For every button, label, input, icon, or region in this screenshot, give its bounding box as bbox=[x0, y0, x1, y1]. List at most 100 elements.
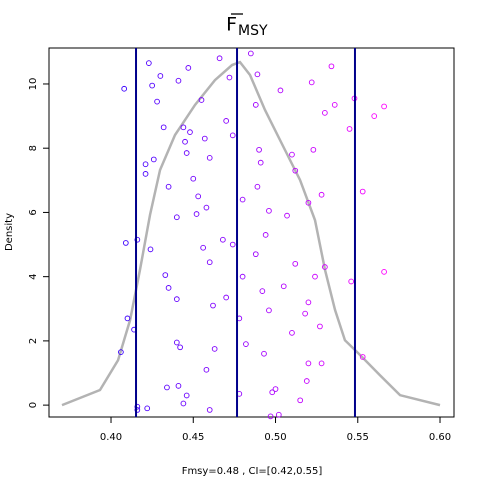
data-point bbox=[297, 397, 304, 404]
data-point bbox=[206, 154, 213, 161]
data-point bbox=[142, 161, 149, 168]
data-point bbox=[203, 366, 210, 373]
data-point bbox=[182, 138, 188, 145]
data-point bbox=[154, 98, 160, 105]
data-point bbox=[200, 244, 206, 251]
data-point bbox=[267, 413, 274, 420]
data-point bbox=[289, 151, 295, 158]
data-point bbox=[134, 407, 141, 413]
data-point bbox=[160, 124, 167, 131]
data-point bbox=[292, 167, 299, 174]
data-point bbox=[292, 260, 299, 267]
data-point bbox=[256, 146, 262, 153]
data-point bbox=[381, 103, 387, 110]
data-point bbox=[206, 259, 213, 266]
data-point bbox=[177, 344, 183, 351]
data-point bbox=[175, 77, 182, 84]
data-point bbox=[308, 79, 315, 86]
data-point bbox=[142, 171, 149, 177]
data-point bbox=[210, 302, 216, 309]
data-point bbox=[262, 232, 269, 238]
data-point bbox=[147, 246, 154, 253]
data-point bbox=[289, 330, 295, 336]
data-point bbox=[201, 135, 208, 142]
data-point bbox=[223, 118, 230, 124]
data-point bbox=[223, 294, 230, 301]
data-point bbox=[312, 273, 318, 280]
data-point bbox=[247, 50, 254, 57]
data-point bbox=[272, 386, 279, 392]
y-tick-label: 8 bbox=[28, 145, 39, 151]
plot-frame bbox=[48, 47, 455, 418]
data-point bbox=[266, 207, 272, 214]
x-tick-label: 0.60 bbox=[429, 432, 451, 443]
data-point bbox=[134, 403, 141, 410]
data-point bbox=[124, 315, 131, 322]
data-point bbox=[175, 382, 182, 389]
data-point bbox=[157, 73, 164, 79]
data-point bbox=[331, 101, 338, 108]
data-point bbox=[284, 212, 290, 219]
data-point bbox=[183, 392, 190, 399]
data-point bbox=[164, 384, 170, 391]
y-tick-label: 10 bbox=[28, 78, 39, 91]
data-point bbox=[150, 156, 157, 163]
data-point bbox=[277, 87, 284, 94]
data-point bbox=[134, 236, 141, 243]
data-point bbox=[185, 65, 192, 71]
data-point bbox=[180, 400, 187, 407]
data-point bbox=[149, 82, 155, 89]
data-point bbox=[193, 211, 200, 217]
data-point bbox=[303, 378, 310, 384]
data-point bbox=[195, 193, 202, 200]
data-point bbox=[173, 296, 180, 302]
data-point bbox=[229, 132, 236, 139]
y-tick-label: 2 bbox=[28, 338, 39, 344]
data-point bbox=[371, 113, 378, 119]
data-point bbox=[261, 350, 267, 357]
data-point bbox=[239, 196, 246, 203]
data-point bbox=[346, 126, 353, 132]
x-tick-label: 0.55 bbox=[347, 432, 369, 443]
chart-title: F bbox=[226, 14, 237, 36]
data-point bbox=[180, 124, 187, 131]
data-point bbox=[243, 341, 249, 347]
data-point bbox=[203, 204, 210, 211]
data-point bbox=[118, 349, 124, 355]
data-point bbox=[239, 273, 246, 280]
data-point bbox=[317, 323, 323, 330]
y-tick-label: 0 bbox=[28, 402, 39, 408]
data-point bbox=[269, 389, 276, 396]
data-point bbox=[198, 97, 205, 103]
data-point bbox=[359, 188, 366, 195]
data-point bbox=[252, 101, 259, 108]
data-point bbox=[229, 241, 236, 248]
data-point bbox=[275, 411, 282, 418]
data-point bbox=[322, 110, 328, 116]
data-point bbox=[305, 299, 312, 306]
data-point bbox=[266, 307, 272, 314]
x-tick-label: 0.40 bbox=[100, 432, 122, 443]
data-point bbox=[359, 354, 366, 360]
data-point bbox=[162, 272, 169, 278]
data-point bbox=[144, 405, 151, 412]
chart-title-subscript: MSY bbox=[238, 23, 268, 39]
x-axis-label: Fmsy=0.48 , CI=[0.42,0.55] bbox=[182, 466, 323, 477]
data-point bbox=[206, 407, 213, 413]
x-tick-label: 0.50 bbox=[264, 432, 286, 443]
data-point bbox=[310, 146, 317, 153]
y-tick-label: 4 bbox=[28, 273, 39, 279]
data-point bbox=[305, 199, 312, 206]
data-point bbox=[165, 285, 172, 291]
data-point bbox=[381, 268, 387, 275]
data-point bbox=[302, 310, 308, 317]
x-tick-label: 0.45 bbox=[182, 432, 204, 443]
density-curve bbox=[61, 60, 441, 407]
data-point bbox=[280, 283, 287, 290]
y-axis-label: Density bbox=[4, 213, 15, 251]
data-point bbox=[226, 74, 233, 81]
data-point bbox=[257, 159, 264, 166]
data-point bbox=[252, 251, 259, 258]
data-point bbox=[328, 63, 335, 70]
